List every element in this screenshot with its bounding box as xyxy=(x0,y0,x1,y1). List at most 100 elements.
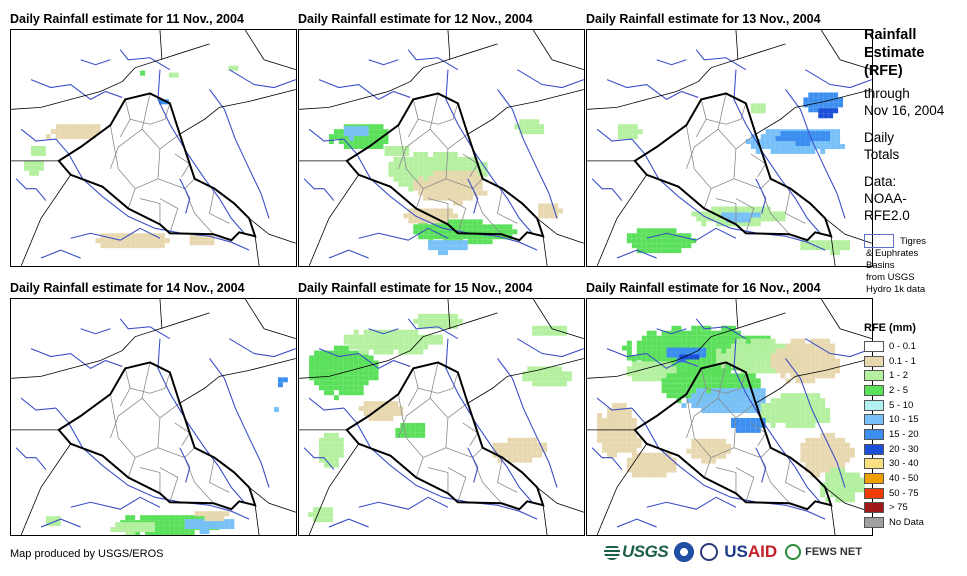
rainfall-cell xyxy=(333,385,339,391)
river-basin-line xyxy=(656,328,687,335)
river-basin-line xyxy=(695,318,747,340)
rainfall-cell xyxy=(447,213,453,219)
rainfall-cell xyxy=(442,213,448,219)
river-basin-line xyxy=(785,358,846,488)
rainfall-cell xyxy=(676,378,682,384)
rainfall-cell xyxy=(368,144,374,149)
rainfall-cell xyxy=(557,325,562,331)
rainfall-cell xyxy=(333,395,339,401)
rainfall-cell xyxy=(735,378,741,384)
rainfall-cell xyxy=(730,353,736,359)
rainfall-cell xyxy=(611,417,617,423)
rainfall-cell xyxy=(472,185,478,191)
rainfall-cell xyxy=(730,330,736,336)
rainfall-cell xyxy=(716,388,722,394)
rainfall-cell xyxy=(547,381,553,387)
basin-key-text: Tigres & Euphrates Basins from USGS Hydr… xyxy=(866,236,927,295)
river-basin-line xyxy=(30,79,123,101)
rainfall-cell xyxy=(621,345,627,351)
river-basin-line xyxy=(407,49,459,71)
rainfall-cell xyxy=(636,376,642,382)
rainfall-cell xyxy=(547,371,553,377)
rainfall-cell xyxy=(825,477,831,483)
rainfall-cell xyxy=(661,366,667,372)
country-boundary xyxy=(308,174,360,266)
rainfall-cell xyxy=(442,245,448,251)
rainfall-cell xyxy=(343,385,349,391)
rainfall-cell xyxy=(706,443,712,449)
country-boundary xyxy=(596,443,648,535)
rainfall-cell xyxy=(735,388,741,394)
rainfall-cell xyxy=(835,363,841,369)
rainfall-cell xyxy=(393,329,399,335)
province-boundary xyxy=(716,467,737,494)
rainfall-cell xyxy=(656,228,662,234)
rainfall-cell xyxy=(384,146,390,151)
rainfall-cell xyxy=(398,334,404,340)
panel-title-4: Daily Rainfall estimate for 14 Nov., 200… xyxy=(10,281,245,295)
rainfall-cell xyxy=(641,462,647,468)
rainfall-cell xyxy=(428,171,434,177)
rainfall-cell xyxy=(800,393,806,399)
rainfall-cell xyxy=(745,393,751,399)
rainfall-cell xyxy=(651,228,657,234)
rainfall-cell xyxy=(835,452,841,458)
rainfall-cell xyxy=(384,150,390,156)
rainfall-cell xyxy=(368,344,374,350)
rainfall-cell xyxy=(815,139,821,145)
rainfall-cell xyxy=(462,166,468,172)
rainfall-cell xyxy=(661,345,667,351)
rainfall-cell xyxy=(716,211,722,217)
rainfall-cell xyxy=(621,417,627,423)
rainfall-cell xyxy=(343,390,349,396)
rainfall-cell xyxy=(750,348,756,354)
country-boundary xyxy=(830,236,836,266)
province-boundary xyxy=(397,128,431,169)
rainfall-cell xyxy=(418,180,424,186)
rainfall-cell xyxy=(785,343,791,349)
rainfall-cell xyxy=(438,313,443,319)
rainfall-cell xyxy=(373,334,379,340)
rainfall-cell xyxy=(656,371,662,377)
rainfall-cell xyxy=(457,166,463,172)
rainfall-cell xyxy=(328,355,334,361)
rainfall-cell xyxy=(423,213,429,219)
province-boundary xyxy=(760,188,790,235)
rainfall-cell xyxy=(641,457,647,463)
rainfall-cell xyxy=(373,339,379,345)
rainfall-cell xyxy=(849,482,855,488)
rainfall-cell xyxy=(760,335,766,341)
rainfall-cell xyxy=(388,411,394,417)
rainfall-cell xyxy=(701,438,707,444)
rainfall-cell xyxy=(775,144,781,149)
rainfall-cell xyxy=(214,516,220,522)
rainfall-cell xyxy=(830,250,836,256)
rainfall-cell xyxy=(145,243,151,249)
rainfall-cell xyxy=(502,234,508,240)
rainfall-cell xyxy=(547,325,553,331)
rainfall-cell xyxy=(428,229,434,235)
rainfall-cell xyxy=(671,383,677,389)
rainfall-cell xyxy=(795,338,801,344)
rainfall-cell xyxy=(681,383,687,389)
rainfall-cell xyxy=(552,325,558,331)
rainfall-cell xyxy=(398,161,404,167)
rainfall-cell xyxy=(403,339,409,345)
rainfall-cell xyxy=(428,185,434,191)
rainfall-cell xyxy=(833,102,839,108)
rainfall-cell xyxy=(780,343,786,349)
rainfall-cell xyxy=(770,398,776,404)
rainfall-cell xyxy=(810,338,816,344)
rainfall-cell xyxy=(194,240,200,246)
rainfall-cell xyxy=(689,354,695,360)
river-basin-line xyxy=(596,397,826,520)
rainfall-cell xyxy=(711,340,717,346)
rainfall-cell xyxy=(760,108,766,114)
rainfall-cell xyxy=(765,368,771,374)
rainfall-cell xyxy=(765,408,771,414)
legend-item: 20 - 30 xyxy=(864,442,924,457)
rainfall-cell xyxy=(34,160,39,166)
rainfall-cell xyxy=(457,245,463,251)
rainfall-cell xyxy=(492,234,498,240)
rainfall-cell xyxy=(398,339,404,345)
